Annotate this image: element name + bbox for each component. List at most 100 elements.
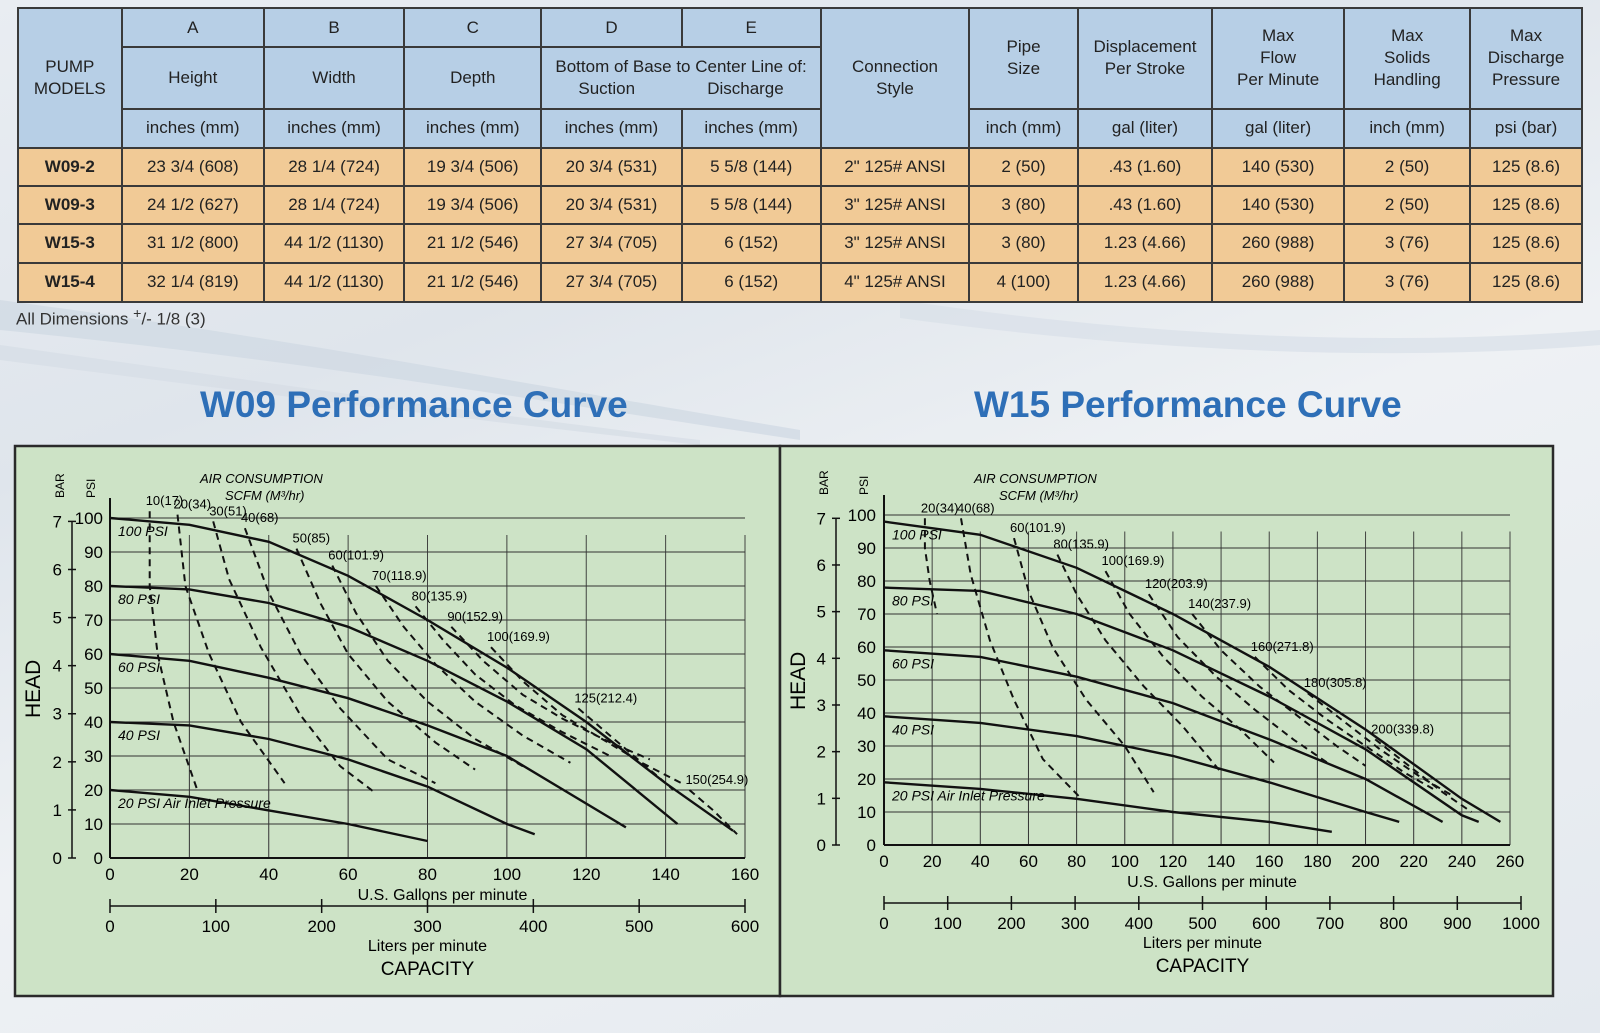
dimensions-note-prefix: All Dimensions xyxy=(16,309,134,329)
x-tick-label: 160 xyxy=(731,865,759,884)
air-consumption-curve xyxy=(331,565,524,768)
bar-tick-label: 3 xyxy=(817,696,826,715)
pressure-curve-label: 80 PSI xyxy=(892,593,934,609)
air-consumption-label: 30(51) xyxy=(209,503,247,518)
pressure-curve-label: 100 PSI xyxy=(118,523,168,539)
air-consumption-curve xyxy=(1254,656,1434,790)
liters-tick-label: 900 xyxy=(1443,914,1471,933)
table-cell: 20 3/4 (531) xyxy=(540,184,683,225)
unit-max-discharge: psi (bar) xyxy=(1469,107,1583,149)
unit-displacement: gal (liter) xyxy=(1076,107,1214,149)
x-tick-label: 260 xyxy=(1496,852,1524,871)
air-consumption-curve xyxy=(923,518,938,615)
table-cell: 5 5/8 (144) xyxy=(680,146,822,187)
liters-axis-label: Liters per minute xyxy=(368,938,487,955)
air-consumption-curve xyxy=(450,626,651,761)
psi-tick-label: 100 xyxy=(75,509,103,528)
table-cell: 125 (8.6) xyxy=(1469,222,1583,264)
bar-tick-label: 7 xyxy=(53,512,62,531)
air-consumption-label: 70(118.9) xyxy=(372,568,427,583)
table-row: W09-2 23 3/4 (608) 28 1/4 (724) 19 3/4 (… xyxy=(17,146,1583,187)
liters-tick-label: 600 xyxy=(1252,914,1280,933)
liters-tick-label: 300 xyxy=(413,917,441,936)
unit-depth: inches (mm) xyxy=(403,107,543,149)
table-cell: 5 5/8 (144) xyxy=(680,184,822,225)
air-consumption-curve xyxy=(960,518,1083,800)
air-consumption-label: 80(135.9) xyxy=(412,588,468,603)
liters-tick-label: 100 xyxy=(202,917,230,936)
bar-tick-label: 6 xyxy=(817,556,826,575)
header-pipe-size: Pipe Size xyxy=(968,7,1079,110)
header-max-flow: Max Flow Per Minute xyxy=(1211,7,1346,110)
psi-tick-label: 20 xyxy=(84,781,103,800)
liters-tick-label: 100 xyxy=(934,914,962,933)
bar-tick-label: 7 xyxy=(817,509,826,528)
air-consumption-curve xyxy=(414,605,611,757)
liters-tick-label: 300 xyxy=(1061,914,1089,933)
x-tick-label: 20 xyxy=(923,852,942,871)
table-cell: 140 (530) xyxy=(1211,146,1346,187)
x-tick-label: 100 xyxy=(1111,852,1139,871)
psi-axis-title: PSI xyxy=(84,479,98,498)
air-consumption-label: 20(34) xyxy=(173,497,211,512)
table-cell: 28 1/4 (724) xyxy=(262,146,406,187)
x-tick-label: 20 xyxy=(180,865,199,884)
bar-tick-label: 4 xyxy=(53,657,62,676)
bar-axis-title: BAR xyxy=(53,473,67,498)
table-cell: 3" 125# ANSI xyxy=(819,184,971,225)
air-consumption-curve xyxy=(176,514,286,784)
air-consumption-label: 180(305.8) xyxy=(1304,675,1367,690)
bar-tick-label: 2 xyxy=(53,753,62,772)
bar-tick-label: 1 xyxy=(817,789,826,808)
x-tick-label: 0 xyxy=(879,852,888,871)
air-consumption-curve xyxy=(243,527,436,785)
air-consumption-curve xyxy=(577,707,675,791)
x-tick-label: 0 xyxy=(105,865,114,884)
table-cell: 2 (50) xyxy=(1343,146,1472,187)
unit-width: inches (mm) xyxy=(262,107,406,149)
x-tick-label: 240 xyxy=(1448,852,1476,871)
table-cell: 6 (152) xyxy=(680,222,822,264)
bar-tick-label: 5 xyxy=(817,603,826,622)
liters-tick-label: 200 xyxy=(307,917,335,936)
bar-tick-label: 2 xyxy=(817,743,826,762)
table-cell: 31 1/2 (800) xyxy=(120,222,265,264)
psi-tick-label: 40 xyxy=(84,713,103,732)
table-cell: 27 3/4 (705) xyxy=(540,261,683,304)
x-tick-label: 120 xyxy=(572,865,600,884)
table-cell: 44 1/2 (1130) xyxy=(262,222,406,264)
psi-tick-label: 100 xyxy=(848,506,876,525)
table-cell: 260 (988) xyxy=(1211,261,1346,304)
header-width: Width xyxy=(262,46,406,110)
table-cell: 27 3/4 (705) xyxy=(540,222,683,264)
pressure-curve xyxy=(883,649,1444,823)
table-cell: 4 (100) xyxy=(968,261,1079,304)
chart-background xyxy=(778,444,1555,998)
liters-tick-label: 700 xyxy=(1316,914,1344,933)
x-tick-label: 80 xyxy=(418,865,437,884)
liters-axis-label: Liters per minute xyxy=(1143,935,1262,952)
air-consumption-label: 90(152.9) xyxy=(447,609,503,624)
air-consumption-label: 160(271.8) xyxy=(1251,639,1314,654)
x-tick-label: 120 xyxy=(1159,852,1187,871)
header-letter-c: C xyxy=(403,6,543,49)
air-consumption-label: 50(85) xyxy=(293,531,331,546)
air-consumption-curve xyxy=(1013,537,1155,793)
air-consumption-label: 125(212.4) xyxy=(574,690,637,705)
liters-tick-label: 500 xyxy=(625,917,653,936)
table-cell: 125 (8.6) xyxy=(1469,184,1583,225)
psi-tick-label: 10 xyxy=(857,803,876,822)
x-tick-label: 140 xyxy=(651,865,679,884)
air-consumption-title: AIR CONSUMPTION xyxy=(973,471,1097,486)
table-row: W15-3 31 1/2 (800) 44 1/2 (1130) 21 1/2 … xyxy=(17,222,1583,264)
liters-tick-label: 400 xyxy=(519,917,547,936)
table-cell: 28 1/4 (724) xyxy=(262,184,406,225)
table-cell: 23 3/4 (608) xyxy=(120,146,265,187)
air-consumption-curve xyxy=(212,521,377,795)
table-cell: 32 1/4 (819) xyxy=(120,261,265,304)
header-max-discharge: Max Discharge Pressure xyxy=(1469,7,1583,110)
header-height: Height xyxy=(120,46,265,110)
table-cell: 2" 125# ANSI xyxy=(819,146,971,187)
pressure-curve-label: 40 PSI xyxy=(892,721,934,737)
